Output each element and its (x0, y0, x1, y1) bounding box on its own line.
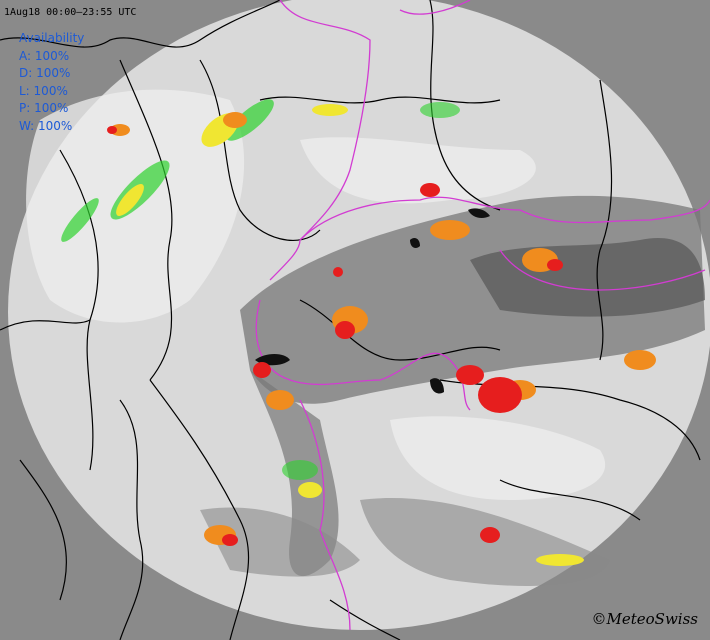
terrain-relief (200, 195, 705, 586)
availability-item-l: L: 100% (19, 83, 68, 98)
precipitation-echoes (61, 99, 656, 566)
availability-item-a: A: 100% (19, 48, 70, 63)
availability-item-w: W: 100% (19, 118, 73, 133)
availability-legend: Availability A: 100% D: 100% L: 100% P: … (19, 30, 84, 135)
time-range-label: 1Aug18 00:00–23:55 UTC (4, 7, 137, 18)
copyright-label: ©MeteoSwiss (591, 610, 698, 628)
availability-item-p: P: 100% (19, 101, 69, 115)
availability-title: Availability (19, 31, 85, 45)
availability-item-d: D: 100% (19, 66, 71, 80)
